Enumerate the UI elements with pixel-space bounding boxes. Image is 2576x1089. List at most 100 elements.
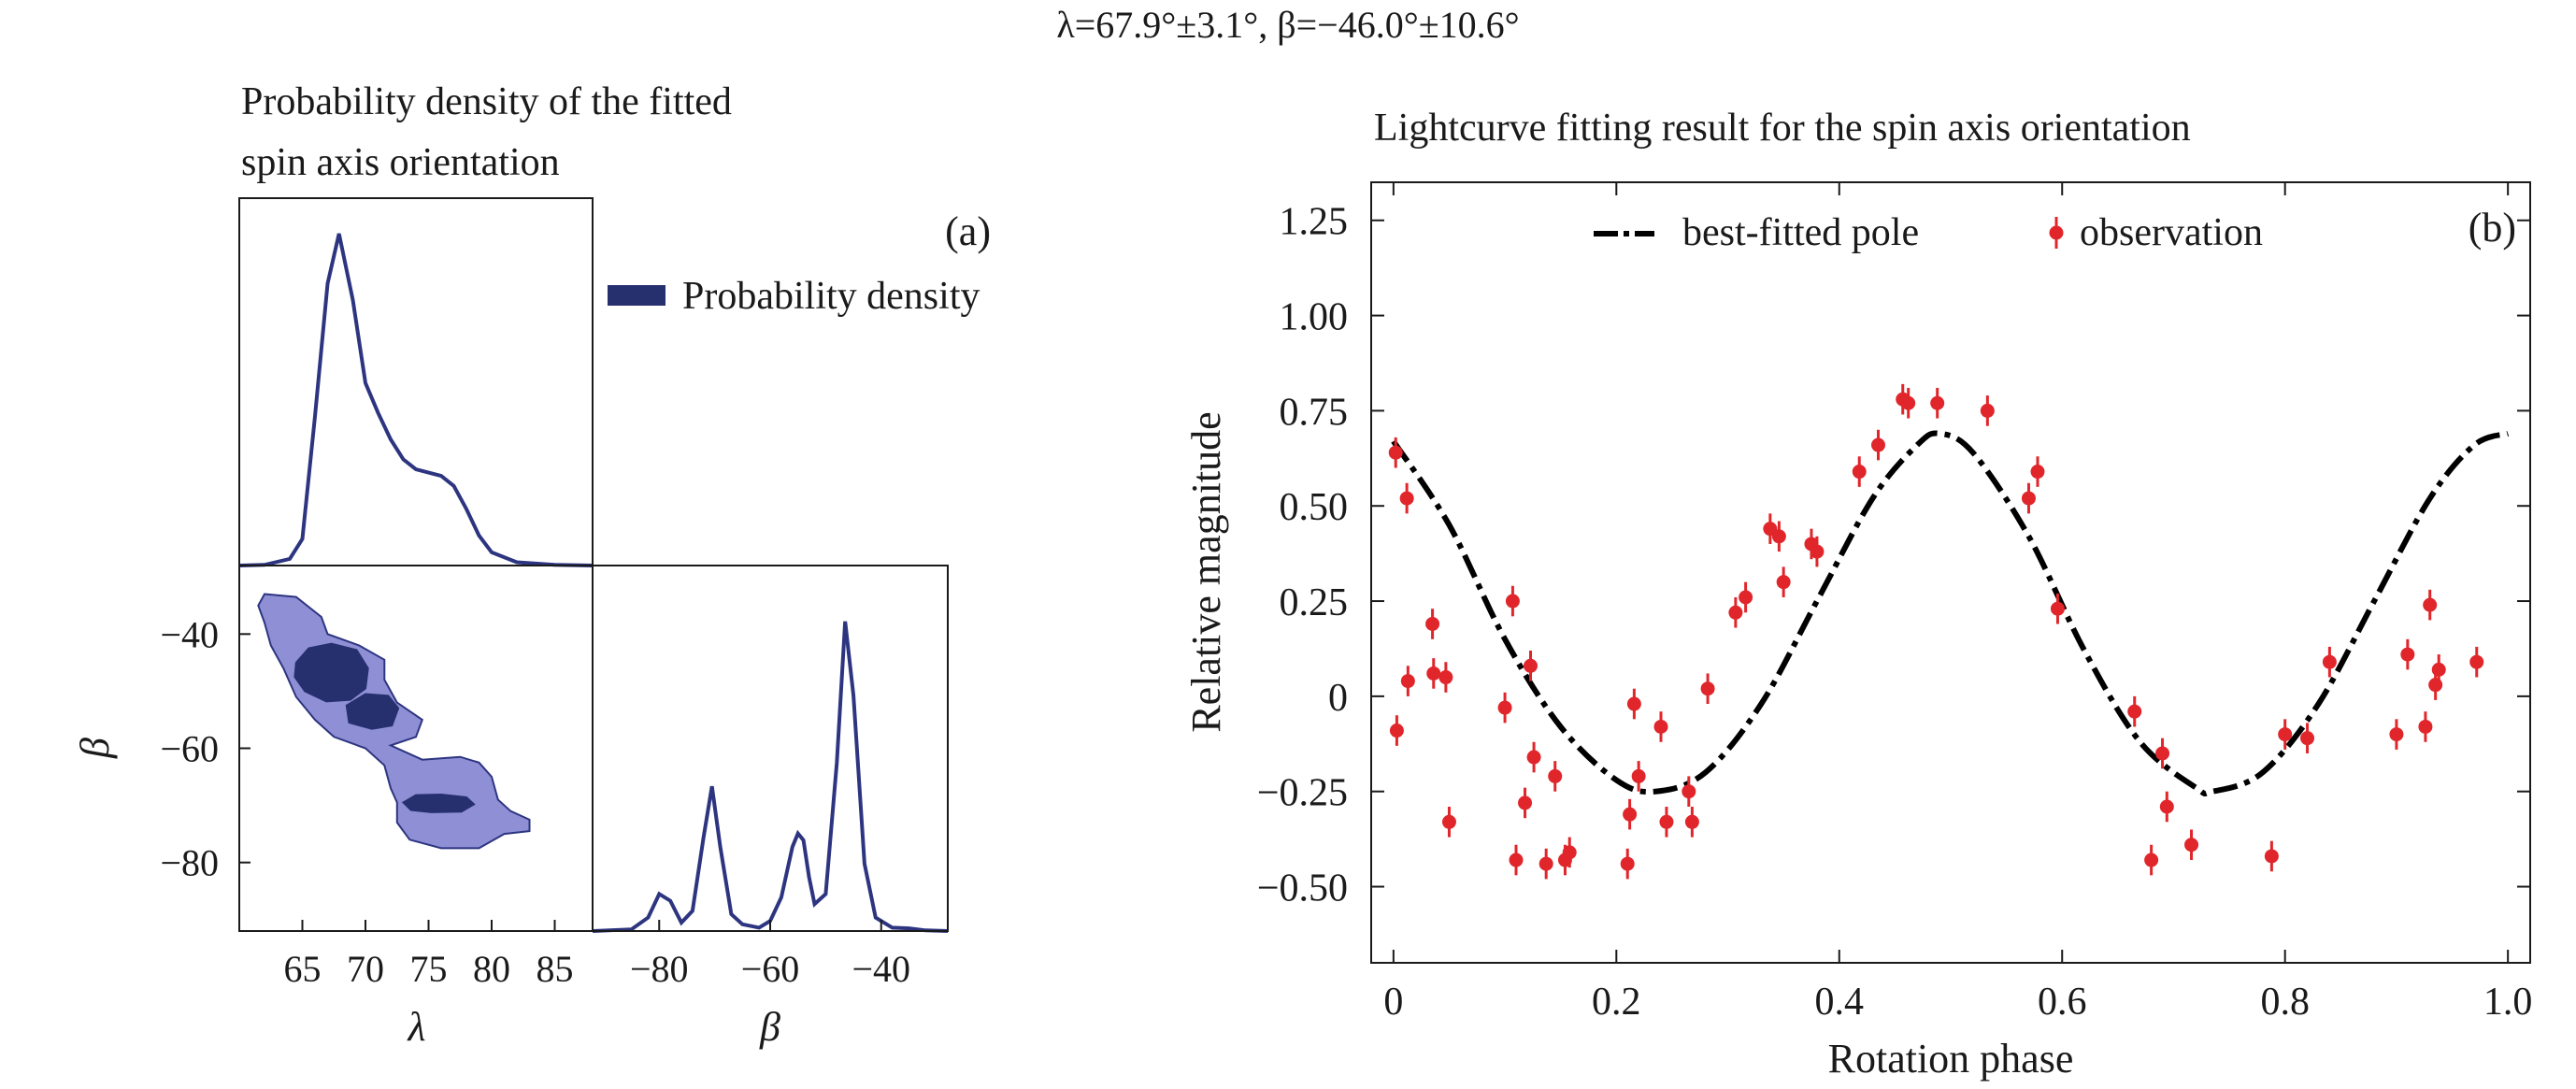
relative-magnitude-axis-label: Relative magnitude [1183,411,1229,732]
phase-tick-label: 0.2 [1592,981,1641,1024]
observation-legend-label: observation [2080,211,2263,254]
observation-marker [2423,597,2438,612]
observation-marker [1388,445,1403,460]
relative-magnitude-ticks: −0.50 −0.25 0 0.25 0.50 0.75 1.00 1.25 [1257,201,2530,910]
observation-marker [1623,807,1638,822]
observation-marker [1509,853,1524,867]
observation-point [1399,482,1414,514]
observation-marker [1659,814,1674,829]
observation-point [1623,798,1638,830]
magnitude-tick-label: 0.50 [1280,486,1349,529]
observation-point [1626,688,1641,720]
observation-marker [1526,750,1541,765]
magnitude-tick-label: 1.00 [1280,296,1349,339]
observation-point [1518,787,1533,819]
observation-marker [1620,856,1635,871]
best-fitted-pole-legend-label: best-fitted pole [1682,211,1919,254]
lambda-axis-ticks: 65 70 75 80 85 [284,920,574,990]
figure-suptitle: λ=67.9°±3.1°, β=−46.0°±10.6° [1056,4,1519,46]
observation-marker [1626,696,1641,711]
observation-marker [2155,746,2170,761]
lambda-marginal-frame [238,197,594,566]
observation-marker [1852,465,1867,480]
observation-point [1728,596,1743,628]
observation-point [2030,456,2045,487]
observation-point [2300,723,2315,753]
observation-point [2144,844,2159,876]
probability-density-legend-swatch [608,285,665,306]
observation-marker [2300,731,2315,746]
beta-tick-label: −80 [160,842,219,884]
observation-marker [1524,658,1538,673]
magnitude-tick-label: 0.25 [1280,581,1349,624]
observation-point [1400,666,1415,696]
observation-point [1497,692,1512,724]
observation-marker [2144,853,2159,867]
observation-point [2469,646,2484,678]
beta-marginal-ticks: −80 −60 −40 [630,920,910,990]
phase-tick-label: 0.8 [2260,981,2310,1024]
observation-point [1653,711,1668,742]
observation-point [1659,807,1674,838]
observation-point [1739,581,1753,613]
lambda-tick-label: 85 [537,948,574,990]
best-fitted-pole-curve [1391,430,2510,796]
observation-point [2418,711,2433,742]
observation-marker [2431,662,2446,677]
observation-point [1776,566,1791,597]
panel-b: Lightcurve fitting result for the spin a… [1183,107,2532,1082]
observation-point [1562,837,1577,868]
beta-marginal-plot: −80 −60 −40 β [592,565,949,1050]
observation-point [1509,844,1524,876]
observation-point [2155,738,2170,769]
observation-marker [2184,838,2199,853]
observation-marker [1871,437,1885,452]
best-fitted-pole-line [1391,430,2510,796]
beta-marginal-frame [592,565,949,932]
lightcurve-plot-frame [1370,181,2531,964]
observation-point [2159,791,2174,823]
phase-tick-label: 0.6 [2038,981,2087,1024]
observation-point [2021,482,2036,514]
beta-marginal-tick-label: −40 [852,948,910,990]
observation-marker [1538,856,1553,871]
lambda-tick-label: 75 [410,948,448,990]
observation-point [1684,807,1699,838]
beta-marginal-tick-label: −60 [741,948,800,990]
observation-point [1700,673,1715,705]
observation-point [1524,651,1538,681]
observation-marker [2428,678,2443,693]
observation-marker [2159,799,2174,814]
joint-core-region-1 [293,642,369,703]
observation-marker [2322,654,2337,669]
observation-marker [2469,654,2484,669]
probability-density-legend-label: Probability density [682,275,980,318]
observation-point [2431,654,2446,685]
panel-a-label: (a) [945,208,991,254]
observation-legend-marker [2049,217,2064,249]
observation-marker [1548,768,1563,783]
observation-marker [1441,814,1456,829]
observation-point [2322,646,2337,678]
observation-marker [1399,491,1414,506]
observation-point [1505,585,1520,617]
observation-marker [1684,814,1699,829]
observation-marker [1771,529,1786,544]
observation-marker [1700,681,1715,696]
magnitude-tick-label: 0 [1328,677,1348,720]
beta-axis-label: β [72,738,118,759]
observation-marker [1739,590,1753,605]
observation-marker [2264,849,2279,864]
observation-marker [1930,395,1945,410]
beta-tick-label: −40 [160,613,219,655]
observation-marker [1425,616,1440,631]
observation-point [1771,521,1786,552]
observation-point [1548,761,1563,792]
beta-marginal-tick-label: −80 [630,948,689,990]
observation-point [1526,741,1541,773]
lambda-marginal-plot [238,197,594,567]
magnitude-tick-label: −0.25 [1257,772,1348,815]
joint-core-region-2 [345,693,400,730]
observation-point [1388,437,1403,468]
panel-a: Probability density of the fitted spin a… [72,80,991,1050]
